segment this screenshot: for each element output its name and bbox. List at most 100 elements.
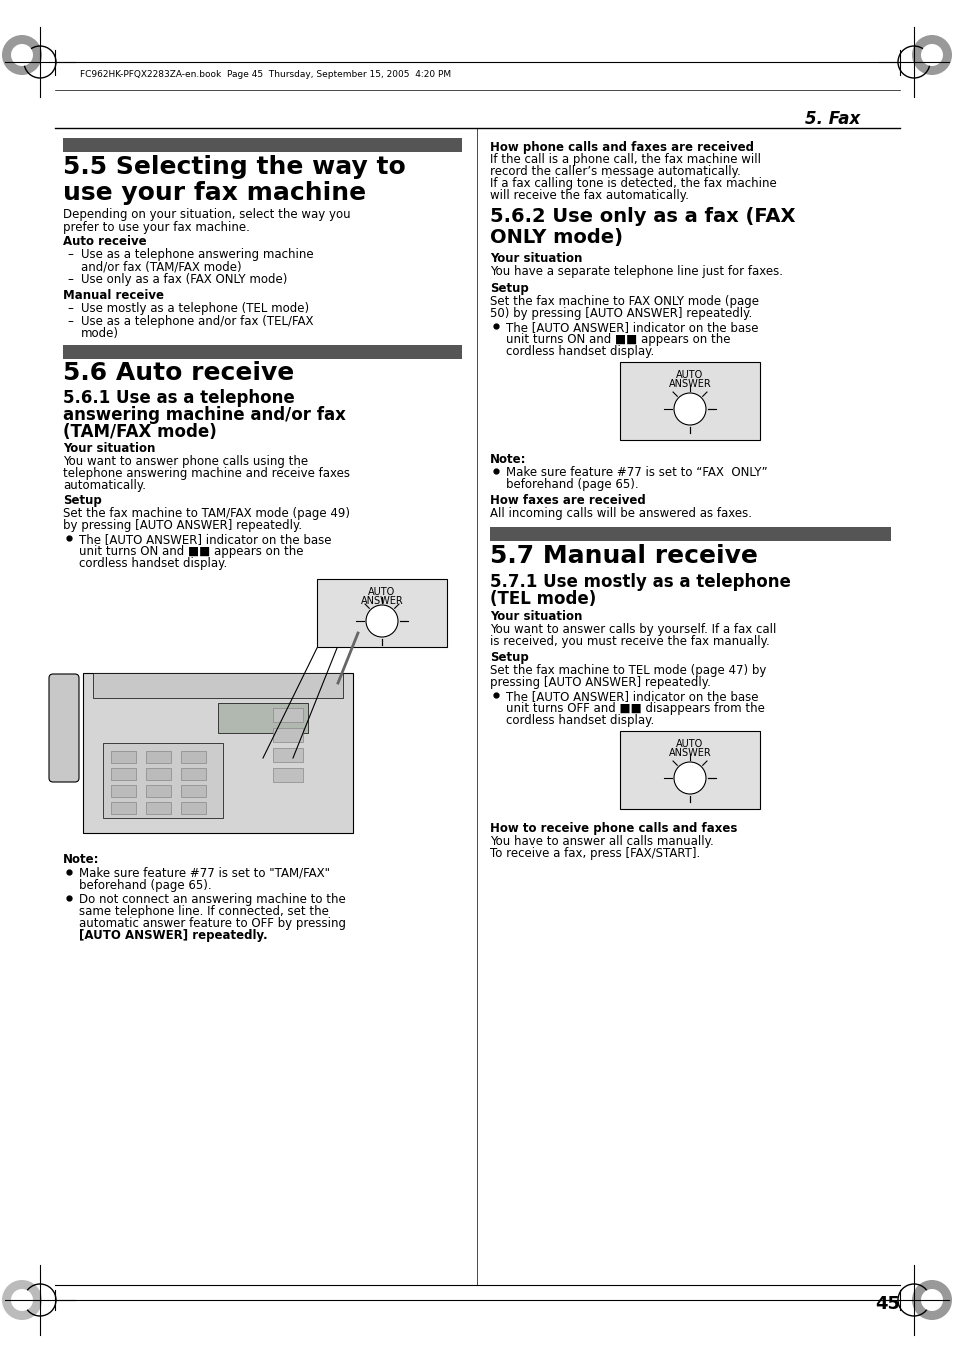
- Bar: [146, 785, 171, 797]
- Circle shape: [911, 35, 951, 76]
- Text: Setup: Setup: [490, 282, 528, 295]
- Text: Make sure feature #77 is set to "​TAM/FAX​": Make sure feature #77 is set to "​TAM/FA…: [79, 867, 330, 880]
- Bar: [273, 767, 303, 782]
- Circle shape: [920, 45, 942, 66]
- Text: unit turns OFF and ■■ disappears from the: unit turns OFF and ■■ disappears from th…: [505, 703, 764, 715]
- Bar: [273, 748, 303, 762]
- Text: Your situation: Your situation: [490, 253, 581, 265]
- Text: automatic answer feature to OFF by pressing: automatic answer feature to OFF by press…: [79, 917, 346, 929]
- FancyBboxPatch shape: [49, 674, 79, 782]
- Circle shape: [2, 35, 42, 76]
- Text: 5.5 Selecting the way to: 5.5 Selecting the way to: [63, 155, 405, 178]
- Text: The [AUTO ANSWER] indicator on the base: The [AUTO ANSWER] indicator on the base: [505, 690, 758, 703]
- Text: beforehand (page 65).: beforehand (page 65).: [505, 478, 638, 490]
- Text: Your situation: Your situation: [63, 442, 155, 455]
- Circle shape: [366, 605, 397, 638]
- Text: How phone calls and faxes are received: How phone calls and faxes are received: [490, 141, 753, 154]
- Text: The [AUTO ANSWER] indicator on the base: The [AUTO ANSWER] indicator on the base: [505, 322, 758, 334]
- Text: AUTO: AUTO: [676, 739, 703, 748]
- Text: (TAM/FAX mode): (TAM/FAX mode): [63, 423, 216, 440]
- Text: 45: 45: [874, 1296, 899, 1313]
- Bar: [316, 580, 447, 647]
- Bar: [273, 708, 303, 721]
- Bar: [146, 802, 171, 815]
- Bar: [83, 673, 353, 834]
- Text: If a fax calling tone is detected, the fax machine: If a fax calling tone is detected, the f…: [490, 177, 776, 190]
- Bar: [181, 802, 206, 815]
- Bar: [619, 731, 760, 809]
- Bar: [146, 767, 171, 780]
- Text: 5. Fax: 5. Fax: [804, 109, 859, 128]
- Text: The [AUTO ANSWER] indicator on the base: The [AUTO ANSWER] indicator on the base: [79, 534, 331, 546]
- Text: answering machine and/or fax: answering machine and/or fax: [63, 407, 346, 424]
- Text: 5.6.1 Use as a telephone: 5.6.1 Use as a telephone: [63, 389, 294, 407]
- Text: –: –: [67, 273, 72, 286]
- Text: Setup: Setup: [63, 494, 102, 507]
- Text: FC962HK-PFQX2283ZA-en.book  Page 45  Thursday, September 15, 2005  4:20 PM: FC962HK-PFQX2283ZA-en.book Page 45 Thurs…: [80, 70, 451, 78]
- Text: ONLY mode): ONLY mode): [490, 228, 622, 247]
- Text: Use as a telephone answering machine: Use as a telephone answering machine: [81, 249, 314, 261]
- Text: Set the fax machine to TEL mode (page 47) by: Set the fax machine to TEL mode (page 47…: [490, 663, 765, 677]
- Bar: [111, 751, 136, 763]
- Text: –: –: [67, 303, 72, 315]
- Bar: [146, 751, 171, 763]
- Text: pressing [AUTO ANSWER] repeatedly.: pressing [AUTO ANSWER] repeatedly.: [490, 676, 710, 689]
- Circle shape: [673, 393, 705, 426]
- Bar: [181, 785, 206, 797]
- Text: Make sure feature #77 is set to “​FAX  ONLY​”: Make sure feature #77 is set to “​FAX ON…: [505, 466, 767, 480]
- Text: –: –: [67, 315, 72, 328]
- Text: AUTO: AUTO: [368, 586, 395, 597]
- Circle shape: [11, 45, 33, 66]
- Bar: [63, 345, 461, 359]
- Bar: [103, 743, 223, 817]
- Text: 5.6 Auto receive: 5.6 Auto receive: [63, 361, 294, 385]
- Text: You want to answer calls by yourself. If a fax call: You want to answer calls by yourself. If…: [490, 623, 776, 636]
- Text: telephone answering machine and receive faxes: telephone answering machine and receive …: [63, 467, 350, 480]
- Bar: [273, 728, 303, 742]
- Text: To receive a fax, press [FAX/START].: To receive a fax, press [FAX/START].: [490, 847, 700, 861]
- Circle shape: [11, 1289, 33, 1310]
- Text: ANSWER: ANSWER: [668, 748, 711, 758]
- Text: If the call is a phone call, the fax machine will: If the call is a phone call, the fax mac…: [490, 153, 760, 166]
- Text: ANSWER: ANSWER: [360, 596, 403, 607]
- Text: Use as a telephone and/or fax (TEL/FAX: Use as a telephone and/or fax (TEL/FAX: [81, 315, 314, 328]
- Text: Auto receive: Auto receive: [63, 235, 147, 249]
- Bar: [111, 785, 136, 797]
- Text: –: –: [67, 249, 72, 261]
- Circle shape: [2, 1279, 42, 1320]
- Text: 5.7.1 Use mostly as a telephone: 5.7.1 Use mostly as a telephone: [490, 573, 790, 590]
- Text: Use mostly as a telephone (TEL mode): Use mostly as a telephone (TEL mode): [81, 303, 309, 315]
- Text: unit turns ON and ■■ appears on the: unit turns ON and ■■ appears on the: [79, 544, 303, 558]
- Text: All incoming calls will be answered as faxes.: All incoming calls will be answered as f…: [490, 507, 751, 520]
- Text: mode): mode): [81, 327, 119, 340]
- Text: Setup: Setup: [490, 651, 528, 663]
- Text: Do not connect an answering machine to the: Do not connect an answering machine to t…: [79, 893, 345, 907]
- Bar: [92, 673, 343, 698]
- Text: Depending on your situation, select the way you: Depending on your situation, select the …: [63, 208, 351, 222]
- Text: 5.7 Manual receive: 5.7 Manual receive: [490, 544, 757, 567]
- Text: record the caller’s message automatically.: record the caller’s message automaticall…: [490, 165, 740, 178]
- Bar: [218, 703, 308, 734]
- Circle shape: [673, 762, 705, 794]
- Text: 50) by pressing [AUTO ANSWER] repeatedly.: 50) by pressing [AUTO ANSWER] repeatedly…: [490, 307, 752, 320]
- Text: beforehand (page 65).: beforehand (page 65).: [79, 880, 212, 892]
- Text: How to receive phone calls and faxes: How to receive phone calls and faxes: [490, 821, 737, 835]
- Text: You have a separate telephone line just for faxes.: You have a separate telephone line just …: [490, 265, 782, 278]
- Text: Set the fax machine to TAM/FAX mode (page 49): Set the fax machine to TAM/FAX mode (pag…: [63, 507, 350, 520]
- Bar: [111, 767, 136, 780]
- Circle shape: [920, 1289, 942, 1310]
- Bar: [111, 802, 136, 815]
- Bar: [181, 751, 206, 763]
- Text: 5.6.2 Use only as a fax (FAX: 5.6.2 Use only as a fax (FAX: [490, 207, 795, 226]
- Text: You have to answer all calls manually.: You have to answer all calls manually.: [490, 835, 713, 848]
- Text: and/or fax (TAM/FAX mode): and/or fax (TAM/FAX mode): [81, 259, 241, 273]
- Text: AUTO: AUTO: [676, 370, 703, 380]
- Text: will receive the fax automatically.: will receive the fax automatically.: [490, 189, 688, 203]
- Text: ANSWER: ANSWER: [668, 380, 711, 389]
- Bar: [181, 767, 206, 780]
- Text: How faxes are received: How faxes are received: [490, 494, 645, 507]
- Text: (TEL mode): (TEL mode): [490, 590, 596, 608]
- Text: cordless handset display.: cordless handset display.: [505, 713, 654, 727]
- Text: prefer to use your fax machine.: prefer to use your fax machine.: [63, 222, 250, 234]
- Text: Your situation: Your situation: [490, 611, 581, 623]
